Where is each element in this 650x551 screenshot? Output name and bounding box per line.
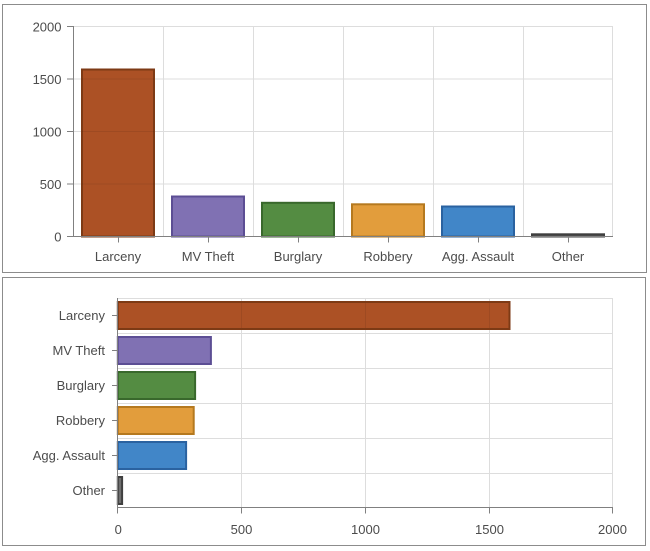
svg-text:MV Theft: MV Theft [52, 343, 105, 358]
svg-text:0: 0 [115, 522, 122, 537]
svg-text:2000: 2000 [33, 20, 62, 35]
svg-text:2000: 2000 [598, 522, 627, 537]
svg-text:Robbery: Robbery [56, 413, 106, 428]
svg-text:Agg. Assault: Agg. Assault [442, 249, 515, 264]
svg-text:1500: 1500 [33, 72, 62, 87]
svg-text:Agg. Assault: Agg. Assault [33, 448, 106, 463]
svg-text:1000: 1000 [351, 522, 380, 537]
svg-text:500: 500 [231, 522, 253, 537]
svg-text:MV Theft: MV Theft [182, 249, 235, 264]
svg-text:Larceny: Larceny [95, 249, 142, 264]
svg-text:Burglary: Burglary [57, 378, 106, 393]
svg-text:500: 500 [40, 177, 62, 192]
svg-text:1000: 1000 [33, 125, 62, 140]
svg-text:0: 0 [54, 230, 61, 245]
svg-text:Robbery: Robbery [363, 249, 413, 264]
svg-text:Other: Other [552, 249, 585, 264]
svg-text:Other: Other [72, 483, 105, 498]
svg-text:Burglary: Burglary [274, 249, 323, 264]
svg-text:Larceny: Larceny [59, 308, 106, 323]
svg-text:1500: 1500 [475, 522, 504, 537]
